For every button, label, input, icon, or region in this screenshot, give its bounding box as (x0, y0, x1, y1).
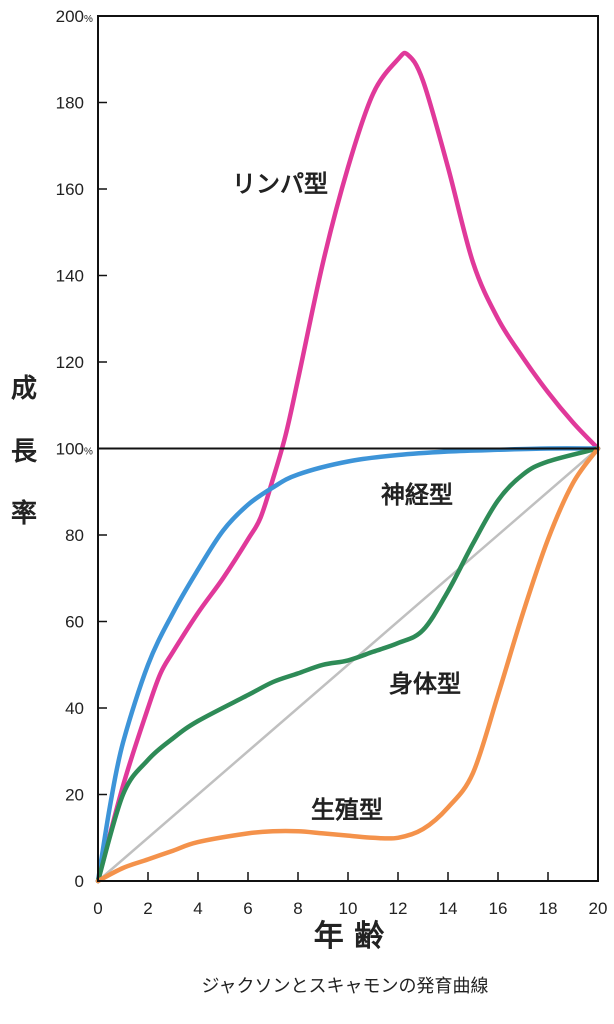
x-axis-ticks: 0 2 4 6 8 10 12 14 16 18 20 (93, 872, 607, 918)
y-tick-label: 120 (56, 353, 84, 372)
x-tick-label: 16 (489, 899, 508, 918)
y-tick-label: 140 (56, 267, 84, 286)
series-line (95, 446, 601, 884)
series-line (95, 446, 601, 884)
y-tick-label: 0 (75, 872, 84, 891)
y-axis-title-char: 長 (11, 437, 38, 467)
y-tick-label: 60 (65, 613, 84, 632)
x-tick-label: 12 (389, 899, 408, 918)
x-tick-label: 10 (339, 899, 358, 918)
percent-sign: % (84, 447, 93, 458)
y-tick-label: 160 (56, 180, 84, 199)
x-tick-label: 4 (193, 899, 202, 918)
x-tick-label: 8 (293, 899, 302, 918)
series-line (95, 446, 601, 884)
y-tick-label: 200 (56, 7, 84, 26)
series-label: 生殖型 (311, 796, 383, 824)
x-tick-label: 20 (589, 899, 608, 918)
x-axis-title: 年 齢 (314, 919, 384, 954)
series-label: 神経型 (381, 481, 453, 509)
y-tick-label: 40 (65, 699, 84, 718)
x-tick-label: 2 (143, 899, 152, 918)
y-axis-title-char: 成 (11, 374, 37, 404)
chart-caption: ジャクソンとスキャモンの発育曲線 (201, 976, 488, 997)
x-tick-label: 18 (539, 899, 558, 918)
series-lines (95, 50, 601, 884)
y-tick-label: 20 (65, 786, 84, 805)
series-line (95, 50, 601, 884)
y-tick-label: 180 (56, 94, 84, 113)
y-axis-title: 成長率 (11, 374, 38, 529)
y-tick-label: 100 (56, 440, 84, 459)
y-axis-title-char: 率 (11, 498, 37, 529)
series-line (96, 447, 600, 883)
percent-sign: % (84, 14, 93, 25)
series-label: リンパ型 (232, 170, 328, 198)
x-tick-label: 0 (93, 899, 102, 918)
y-tick-label: 80 (65, 526, 84, 545)
x-tick-label: 6 (243, 899, 252, 918)
x-tick-label: 14 (439, 899, 458, 918)
series-label: 身体型 (389, 670, 461, 698)
